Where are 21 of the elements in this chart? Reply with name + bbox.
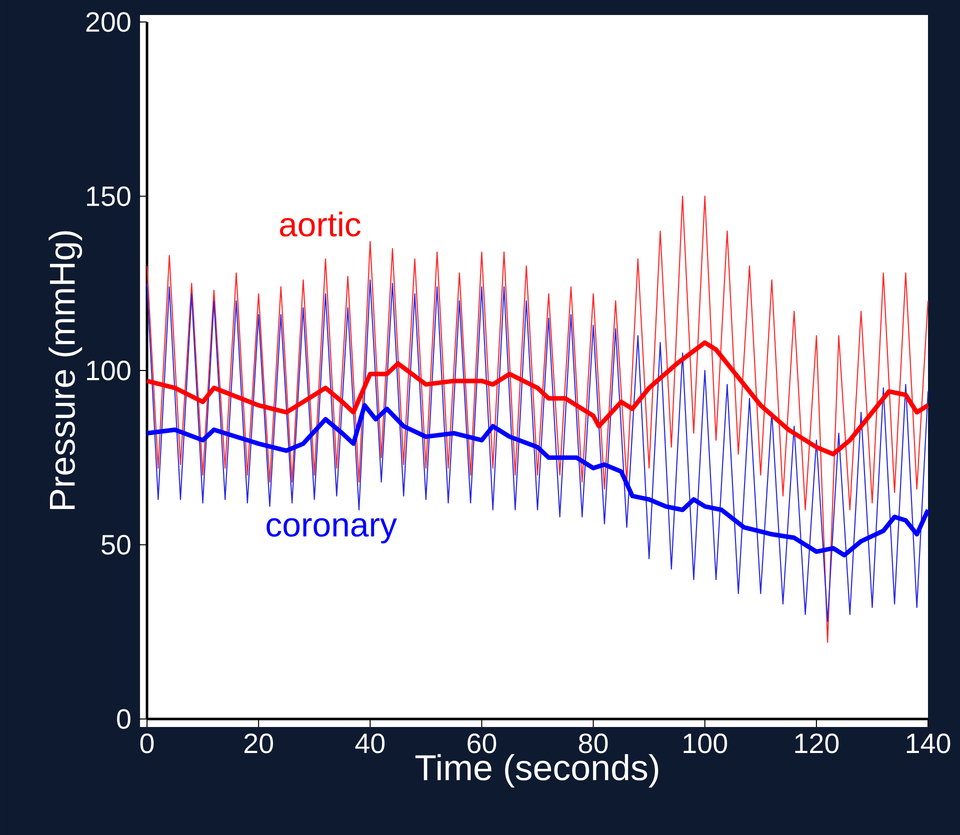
text: coronary xyxy=(266,518,397,544)
line-series xyxy=(146,196,929,643)
x-tick-label: 100 xyxy=(684,734,728,754)
y-tick-label: 50 xyxy=(102,534,130,555)
y-tick-label: 200 xyxy=(86,12,130,32)
x-tick-label: 20 xyxy=(244,734,273,754)
x-axis-title: Time (seconds) xyxy=(415,754,658,788)
x-tick-label: 140 xyxy=(906,734,950,754)
line-series xyxy=(146,279,929,622)
text: aortic xyxy=(280,212,360,237)
y-tick-label: 100 xyxy=(87,360,130,380)
line-series xyxy=(144,340,930,456)
y-tick-label: 0 xyxy=(117,709,130,729)
line-series xyxy=(144,403,930,558)
x-tick-label: 80 xyxy=(579,734,608,754)
x-tick-label: 40 xyxy=(355,734,385,754)
y-axis-title: Pressure (mmHg) xyxy=(48,231,82,510)
y-tick-label: 150 xyxy=(87,186,130,206)
x-tick-label: 60 xyxy=(468,734,496,754)
x-tick-label: 0 xyxy=(140,734,154,754)
x-tick-label: 120 xyxy=(795,734,839,754)
